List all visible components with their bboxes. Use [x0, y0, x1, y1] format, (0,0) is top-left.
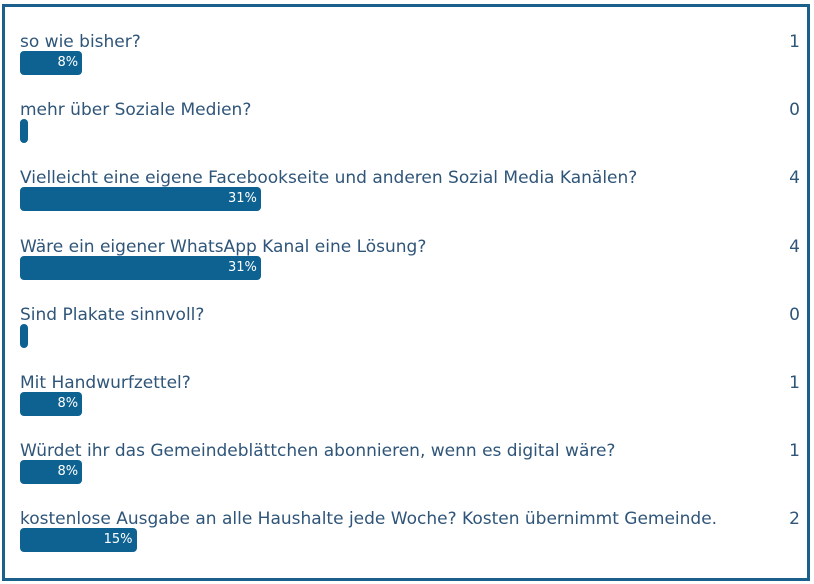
option-label: so wie bisher? — [20, 32, 141, 52]
option-label: Vielleicht eine eigene Facebookseite und… — [20, 168, 638, 189]
poll-option: Vielleicht eine eigene Facebookseite und… — [20, 167, 800, 227]
option-label: Mit Handwurfzettel? — [20, 373, 191, 393]
result-bar: 31% — [20, 255, 261, 280]
vote-count: 1 — [789, 441, 800, 462]
vote-count: 4 — [789, 168, 800, 189]
result-bar: 31% — [20, 187, 261, 212]
vote-count: 2 — [789, 509, 800, 530]
vote-count: 1 — [789, 32, 800, 52]
poll-option: kostenlose Ausgabe an alle Haushalte jed… — [20, 508, 800, 568]
result-bar-track: 8% — [20, 392, 797, 416]
result-bar-track — [20, 119, 797, 144]
option-label: Sind Plakate sinnvoll? — [20, 304, 205, 325]
option-label: Wäre ein eigener WhatsApp Kanal eine Lös… — [20, 236, 427, 257]
result-bar — [20, 119, 28, 144]
result-bar: 8% — [20, 460, 83, 485]
result-bar — [20, 323, 28, 348]
result-bar-track: 31% — [20, 255, 797, 280]
option-label: kostenlose Ausgabe an alle Haushalte jed… — [20, 509, 718, 530]
vote-count: 0 — [789, 100, 800, 121]
result-bar: 8% — [20, 392, 83, 416]
result-bar-track: 8% — [20, 460, 797, 485]
option-label: Würdet ihr das Gemeindeblättchen abonnie… — [20, 441, 616, 462]
poll-option: Würdet ihr das Gemeindeblättchen abonnie… — [20, 440, 800, 500]
vote-count: 1 — [789, 373, 800, 393]
poll-results-panel: so wie bisher? 1 8% mehr über Soziale Me… — [2, 4, 810, 581]
poll-option: Sind Plakate sinnvoll? 0 — [20, 304, 800, 364]
vote-count: 0 — [789, 304, 800, 325]
result-bar-track: 31% — [20, 187, 797, 212]
option-label: mehr über Soziale Medien? — [20, 100, 252, 121]
poll-option: so wie bisher? 1 8% — [20, 31, 800, 91]
result-bar-track: 15% — [20, 528, 797, 553]
result-bar: 15% — [20, 528, 137, 553]
poll-option: Mit Handwurfzettel? 1 8% — [20, 372, 800, 432]
poll-option: mehr über Soziale Medien? 0 — [20, 99, 800, 159]
result-bar-track: 8% — [20, 51, 797, 75]
result-bar-track — [20, 323, 797, 348]
vote-count: 4 — [789, 236, 800, 257]
result-bar: 8% — [20, 51, 83, 75]
poll-option: Wäre ein eigener WhatsApp Kanal eine Lös… — [20, 236, 800, 296]
